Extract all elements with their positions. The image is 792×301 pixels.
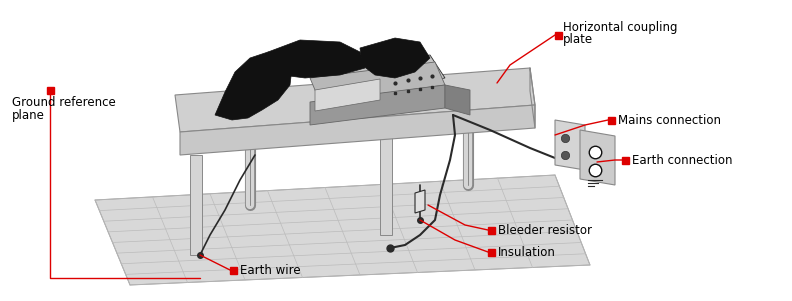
Text: Bleeder resistor: Bleeder resistor xyxy=(498,224,592,237)
Polygon shape xyxy=(190,155,202,255)
Polygon shape xyxy=(380,128,392,235)
Text: Ground reference: Ground reference xyxy=(12,97,116,110)
Bar xyxy=(230,266,237,274)
Polygon shape xyxy=(445,85,470,115)
Text: Earth wire: Earth wire xyxy=(240,263,301,277)
Polygon shape xyxy=(268,40,365,78)
Text: plate: plate xyxy=(563,33,593,46)
Polygon shape xyxy=(580,130,615,185)
Text: Horizontal coupling: Horizontal coupling xyxy=(563,21,677,35)
Polygon shape xyxy=(180,105,535,155)
Polygon shape xyxy=(310,85,445,125)
Bar xyxy=(622,157,629,163)
Bar xyxy=(554,32,562,39)
Polygon shape xyxy=(215,52,292,120)
Bar xyxy=(488,249,494,256)
Polygon shape xyxy=(95,175,590,285)
Polygon shape xyxy=(175,68,535,132)
Polygon shape xyxy=(555,120,585,170)
Polygon shape xyxy=(415,190,425,213)
Polygon shape xyxy=(310,62,445,102)
Text: Earth connection: Earth connection xyxy=(632,154,733,166)
Polygon shape xyxy=(315,79,380,111)
Text: plane: plane xyxy=(12,108,45,122)
Text: Mains connection: Mains connection xyxy=(618,113,721,126)
Text: Insulation: Insulation xyxy=(498,246,556,259)
Polygon shape xyxy=(360,38,430,78)
Bar xyxy=(607,116,615,123)
Bar xyxy=(488,226,494,234)
Polygon shape xyxy=(310,55,445,95)
Bar xyxy=(47,86,54,94)
